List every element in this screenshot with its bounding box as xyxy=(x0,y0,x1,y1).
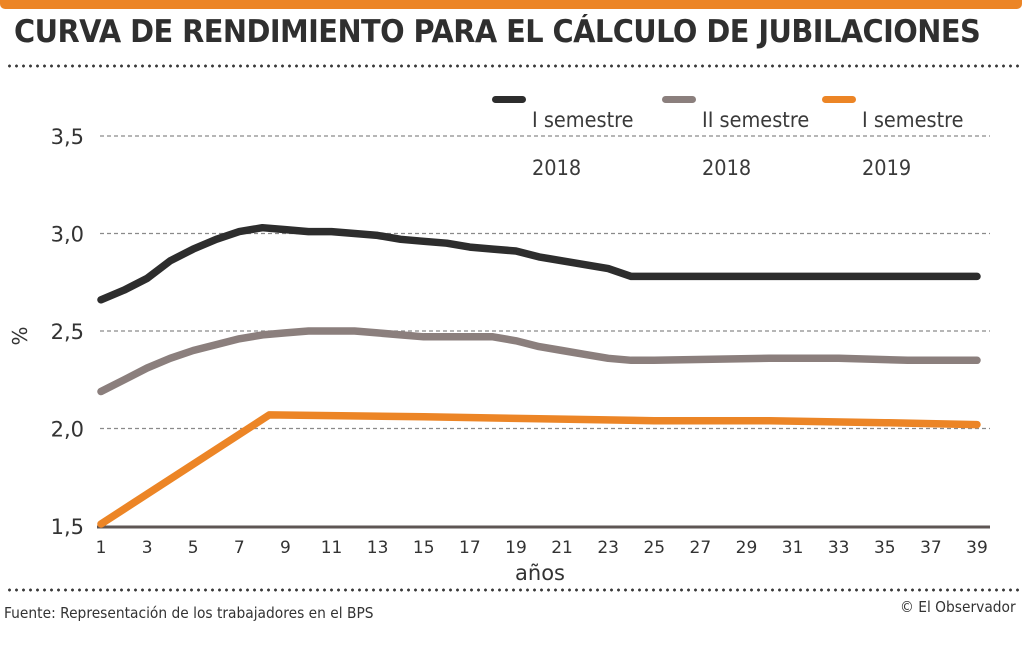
legend-item-ii-semestre-2018: II semestre 2018 xyxy=(662,84,819,204)
x-tick-label: 11 xyxy=(321,538,343,558)
x-tick-label: 21 xyxy=(551,538,573,558)
y-tick-label: 3,5 xyxy=(51,125,84,149)
x-tick-label: 5 xyxy=(188,538,199,558)
legend-label: II semestre 2018 xyxy=(702,84,809,204)
x-axis-label: años xyxy=(515,561,565,585)
legend-label-line1: I semestre xyxy=(862,108,964,132)
footer-divider xyxy=(6,588,1020,592)
x-axis-ticks: 1 3 5 7 9 11 13 15 17 19 21 23 25 27 29 31 33 35 37 39 xyxy=(96,538,988,558)
legend-label-line1: I semestre xyxy=(532,108,634,132)
y-tick-label: 1,5 xyxy=(51,515,84,539)
x-tick-label: 39 xyxy=(966,538,988,558)
gridlines xyxy=(100,135,990,430)
legend-label: I semestre 2018 xyxy=(532,84,634,204)
x-tick-label: 17 xyxy=(459,538,481,558)
x-tick-label: 3 xyxy=(142,538,153,558)
legend-item-i-semestre-2019: I semestre 2019 xyxy=(822,84,972,204)
x-tick-label: 25 xyxy=(643,538,665,558)
x-tick-label: 23 xyxy=(597,538,619,558)
x-tick-label: 27 xyxy=(690,538,712,558)
top-accent-bar xyxy=(0,0,1022,9)
legend: I semestre 2018 II semestre 2018 I semes… xyxy=(0,84,1024,180)
y-tick-label: 2,5 xyxy=(51,320,84,344)
x-tick-label: 31 xyxy=(782,538,804,558)
legend-swatch xyxy=(492,96,526,103)
series-line-i-semestre-2019 xyxy=(97,411,981,528)
x-tick-label: 19 xyxy=(505,538,527,558)
x-tick-label: 15 xyxy=(413,538,435,558)
y-axis-ticks: 1,5 2,0 2,5 3,0 3,5 xyxy=(51,125,84,539)
source-note: Fuente: Representación de los trabajador… xyxy=(4,604,374,622)
title-divider xyxy=(6,64,1020,68)
legend-label-line2: 2018 xyxy=(702,156,752,180)
legend-label-line2: 2018 xyxy=(532,156,582,180)
x-tick-label: 33 xyxy=(828,538,850,558)
y-axis-label: % xyxy=(8,326,32,345)
legend-label: I semestre 2019 xyxy=(862,84,964,204)
legend-swatch xyxy=(662,96,696,103)
series-line-i-semestre-2018 xyxy=(97,223,981,304)
chart-title: CURVA DE RENDIMIENTO PARA EL CÁLCULO DE … xyxy=(14,14,981,50)
x-tick-label: 35 xyxy=(874,538,896,558)
legend-label-line2: 2019 xyxy=(862,156,912,180)
x-tick-label: 13 xyxy=(367,538,389,558)
series-lines xyxy=(97,223,981,528)
legend-item-i-semestre-2018: I semestre 2018 xyxy=(492,84,642,204)
x-tick-label: 1 xyxy=(96,538,107,558)
x-tick-label: 37 xyxy=(920,538,942,558)
legend-label-line1: II semestre xyxy=(702,108,810,132)
y-tick-label: 3,0 xyxy=(51,223,84,247)
x-tick-label: 9 xyxy=(280,538,291,558)
series-line-ii-semestre-2018 xyxy=(97,327,981,396)
x-tick-label: 29 xyxy=(736,538,758,558)
credit: © El Observador xyxy=(900,598,1016,616)
y-tick-label: 2,0 xyxy=(51,418,84,442)
legend-swatch xyxy=(822,96,856,103)
x-tick-label: 7 xyxy=(234,538,245,558)
